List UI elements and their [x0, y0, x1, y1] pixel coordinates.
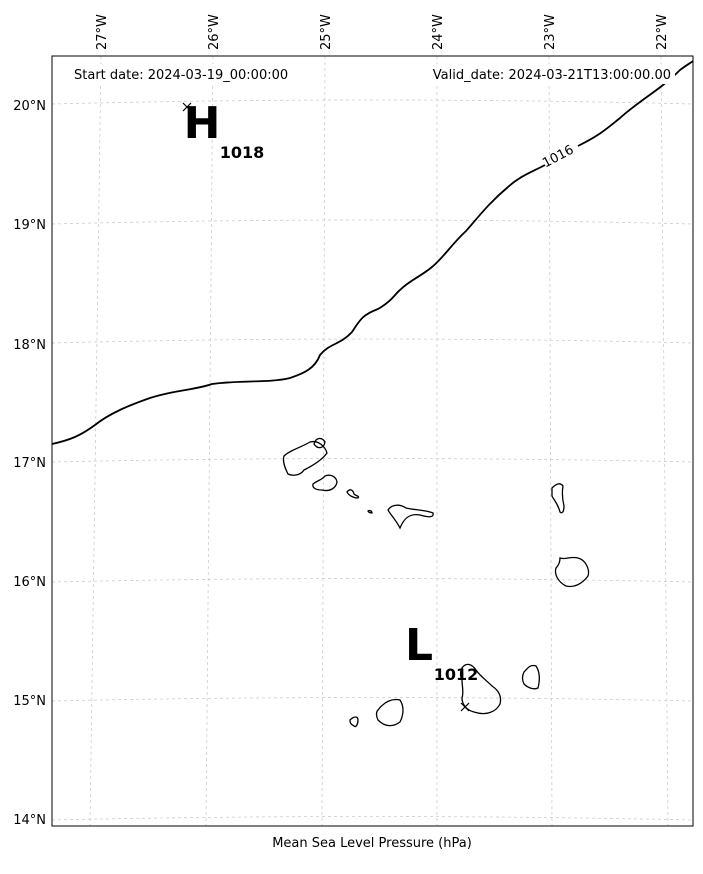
lon-label-23w: 23°W: [543, 14, 558, 50]
lat-label-17n: 17°N: [13, 456, 46, 471]
island-santo-antao: [282, 440, 328, 476]
parallel-18n: [51, 338, 694, 344]
island-santa-luzia: [346, 489, 360, 499]
island-fogo: [375, 698, 404, 727]
island-sao-vicente: [312, 474, 338, 492]
high-pressure-value: 1018: [220, 143, 265, 162]
island-santiago: [459, 663, 502, 715]
valid-date-plate: [412, 64, 675, 84]
parallel-20n: [51, 99, 694, 105]
lat-tick-labels: 20°N 19°N 18°N 17°N 16°N 15°N 14°N: [13, 99, 46, 828]
pressure-markers: [182, 102, 470, 712]
parallel-17n: [51, 458, 694, 463]
lon-label-27w: 27°W: [95, 14, 110, 50]
coastlines: [282, 437, 590, 728]
island-maio: [521, 664, 540, 690]
lon-tick-labels: 27°W 26°W 25°W 24°W 23°W 22°W: [95, 14, 670, 50]
lat-label-16n: 16°N: [13, 575, 46, 590]
low-pressure-letter: L: [405, 620, 433, 671]
valid-date: Valid_date: 2024-03-21T13:00:00.00: [433, 68, 671, 83]
lon-label-25w: 25°W: [319, 14, 334, 50]
lat-label-18n: 18°N: [13, 338, 46, 353]
meridian-26w: [205, 55, 214, 827]
parallel-19n: [51, 219, 694, 225]
map-frame: [51, 55, 694, 827]
map-caption: Mean Sea Level Pressure (hPa): [272, 836, 472, 851]
lat-label-19n: 19°N: [13, 218, 46, 233]
island-sal: [551, 483, 565, 514]
isobar-label: 1016: [540, 143, 576, 172]
meridian-22w: [660, 55, 669, 827]
island-brava: [349, 716, 359, 728]
lon-label-26w: 26°W: [207, 14, 222, 50]
low-center-marker: [460, 702, 470, 712]
island-raso: [367, 509, 373, 514]
start-date: Start date: 2024-03-19_00:00:00: [74, 68, 288, 83]
isobar-1016: [51, 60, 694, 445]
meridian-23w: [548, 55, 553, 827]
high-pressure-letter: H: [184, 98, 221, 149]
parallel-16n: [51, 578, 694, 583]
lat-label-15n: 15°N: [13, 694, 46, 709]
start-date-plate: [67, 64, 312, 84]
meridian-27w: [89, 55, 102, 827]
island-boa-vista: [554, 556, 590, 588]
island-santo-antao-islet: [313, 437, 326, 449]
parallel-14n: [51, 816, 694, 821]
parallel-15n: [51, 697, 694, 702]
low-pressure-value: 1012: [434, 665, 479, 684]
island-sao-nicolau: [387, 504, 434, 530]
lon-label-24w: 24°W: [431, 14, 446, 50]
lat-label-14n: 14°N: [13, 813, 46, 828]
lat-label-20n: 20°N: [13, 99, 46, 114]
graticule: [51, 55, 694, 827]
lon-label-22w: 22°W: [655, 14, 670, 50]
high-center-marker: [182, 102, 192, 112]
